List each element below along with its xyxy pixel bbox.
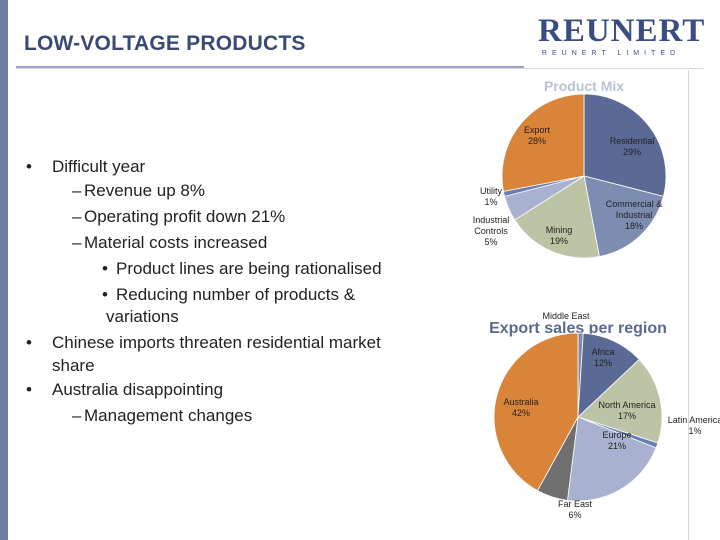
label-industrial-controls: Industrial Controls 5%: [473, 215, 510, 247]
bullet-difficult-year: Difficult year: [52, 157, 146, 176]
product-mix-slice-mining: [514, 175, 600, 259]
bullet-marker: •: [102, 285, 108, 304]
label-mining: Mining 19%: [546, 225, 573, 246]
bullet-marker: •: [26, 157, 32, 176]
label-commercial-industrial: Commercial & Industrial 18%: [606, 199, 663, 231]
sub-bullet-revenue: Revenue up 8%: [84, 181, 205, 200]
header-divider: [16, 68, 704, 69]
product-mix-slice-commercial-industrial: [583, 175, 664, 258]
dash-marker: –: [72, 207, 82, 226]
bullet-chinese-imports: Chinese imports threaten residential mar…: [52, 333, 381, 352]
export-region-slice-australia: [493, 332, 579, 492]
logo-subtitle: REUNERT LIMITED: [541, 50, 681, 57]
dash-marker: –: [72, 406, 82, 425]
logo-wordmark: REUNERT: [538, 13, 706, 49]
label-residential: Residential 29%: [610, 136, 655, 157]
right-divider: [688, 70, 689, 540]
bullet-marker: •: [26, 380, 32, 399]
sub-bullet-management: Management changes: [84, 406, 253, 425]
dash-marker: –: [72, 233, 82, 252]
bullet-australia: Australia disappointing: [52, 380, 224, 399]
left-accent-bar: [0, 0, 8, 540]
export-region-slice-africa: [577, 332, 640, 418]
title-bar: LOW-VOLTAGE PRODUCTS: [16, 18, 524, 68]
dash-marker: –: [72, 181, 82, 200]
subsub-bullet-rationalised: Product lines are being rationalised: [116, 259, 382, 278]
subsub-bullet-variations: variations: [106, 307, 179, 326]
label-north-america: North America 17%: [598, 400, 655, 421]
label-latin-america: Latin America 1%: [668, 415, 720, 436]
label-utility: Utility 1%: [480, 186, 502, 207]
company-logo: REUNERT REUNERT LIMITED: [538, 13, 706, 57]
sub-bullet-operating-profit: Operating profit down 21%: [84, 207, 286, 226]
label-export: Export 28%: [524, 125, 551, 146]
chart-title-product-mix: Product Mix: [544, 78, 624, 94]
export-region-slice-europe: [567, 416, 657, 502]
label-africa: Africa 12%: [591, 347, 614, 368]
bullet-marker: •: [102, 259, 108, 278]
label-middle-east: Middle East: [542, 311, 590, 321]
export-region-slice-north-america: [577, 358, 663, 444]
product-mix-slice-export: [501, 93, 585, 192]
bullet-chinese-imports-cont: share: [52, 356, 95, 375]
subsub-bullet-reducing-products: Reducing number of products &: [116, 285, 356, 304]
sub-bullet-material-costs: Material costs increased: [84, 233, 268, 252]
chart-title-export-sales: Export sales per region: [489, 320, 667, 337]
label-europe: Europe 21%: [602, 430, 631, 451]
bullet-marker: •: [26, 333, 32, 352]
page-title: LOW-VOLTAGE PRODUCTS: [24, 32, 306, 55]
product-mix-slice-residential: [583, 93, 667, 197]
label-australia: Australia 42%: [503, 397, 538, 418]
label-far-east: Far East 6%: [558, 499, 593, 520]
